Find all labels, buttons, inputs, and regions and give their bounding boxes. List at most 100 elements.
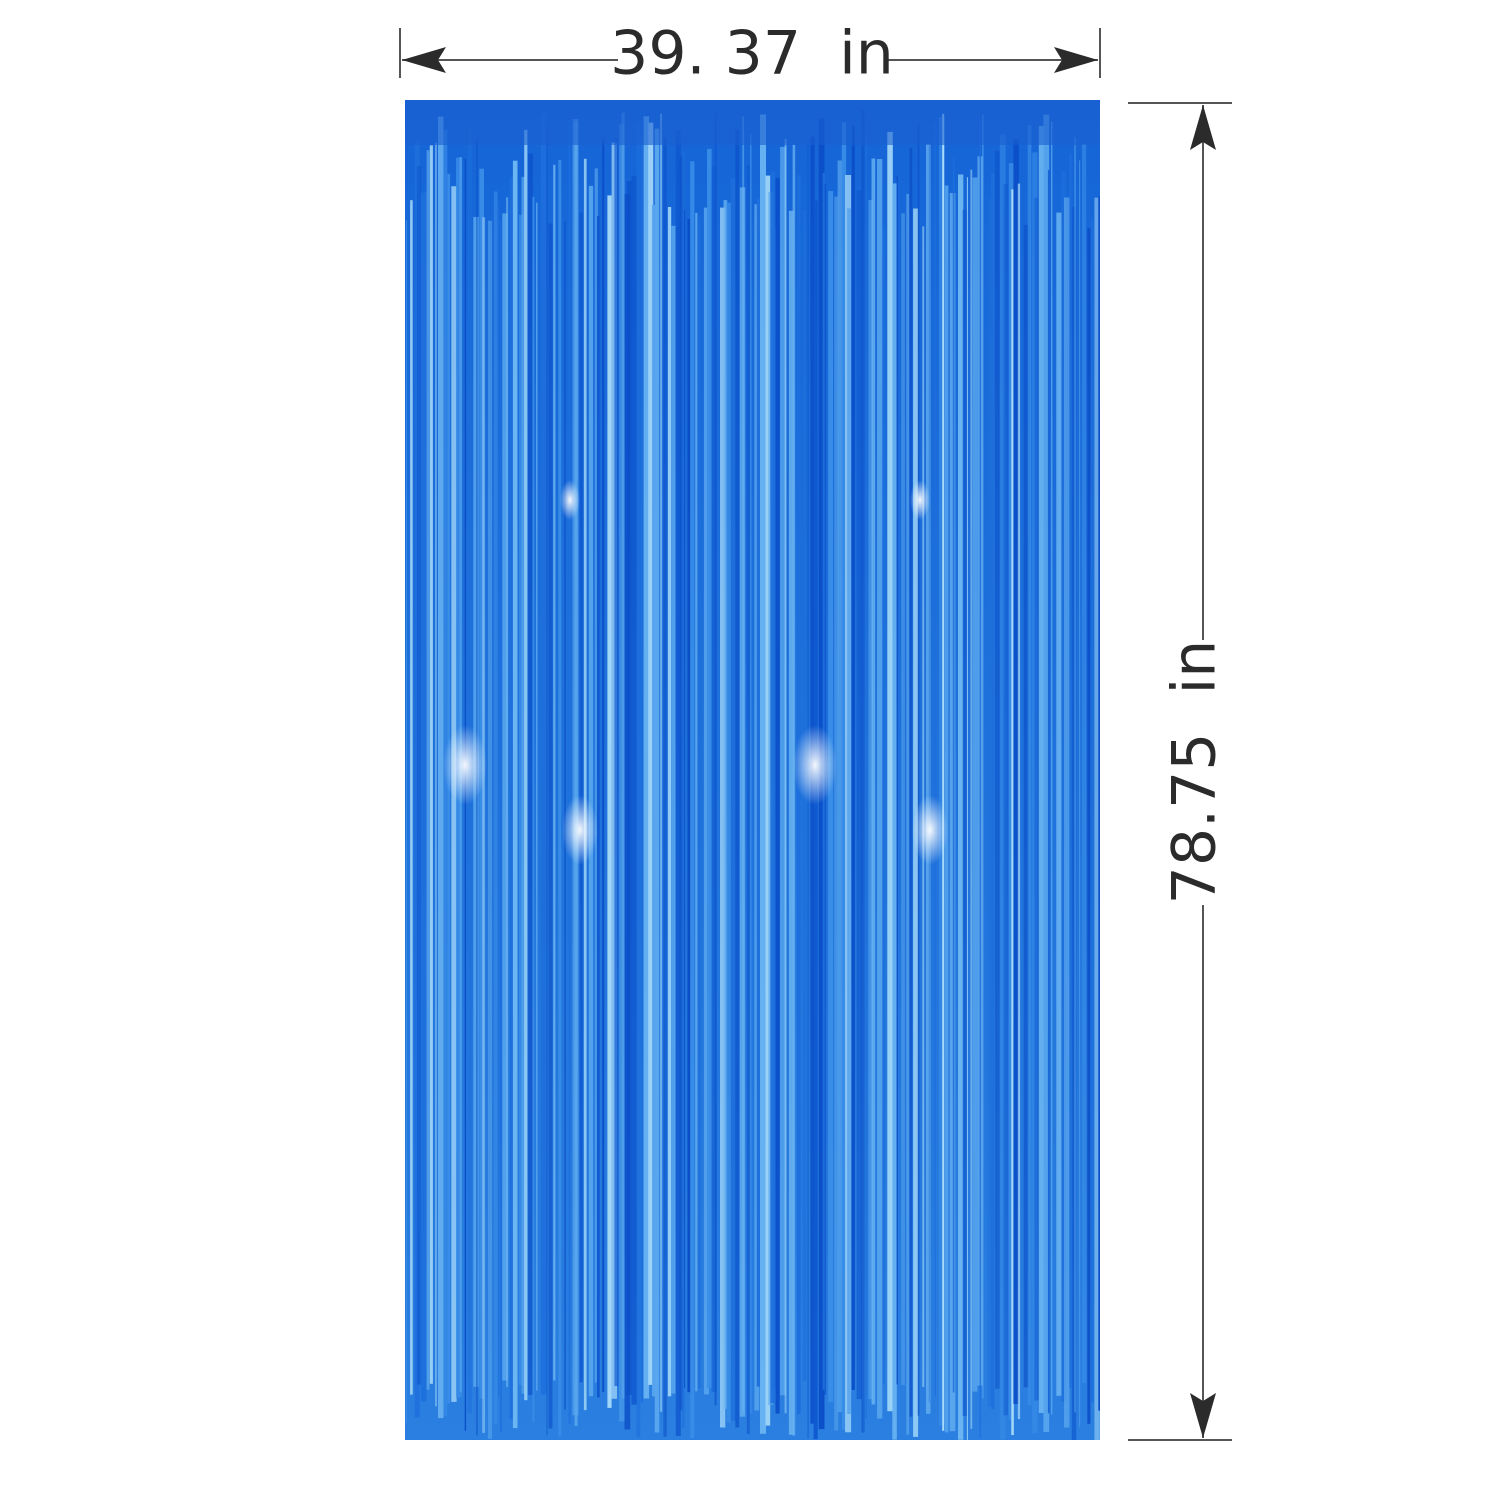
strand <box>1079 160 1081 1428</box>
strand <box>813 200 818 1440</box>
strand <box>703 207 709 1395</box>
strand <box>487 220 493 1439</box>
strand <box>594 168 598 1383</box>
strand <box>746 164 750 1434</box>
strand <box>1043 114 1050 1433</box>
strand <box>972 177 978 1392</box>
strand <box>1003 183 1008 1416</box>
strand <box>966 177 968 1440</box>
strand <box>765 175 771 1426</box>
strand <box>856 190 862 1400</box>
strand <box>583 158 587 1411</box>
strand <box>588 185 594 1397</box>
strand <box>756 198 761 1387</box>
strand <box>536 202 538 1391</box>
strand <box>892 183 897 1440</box>
strand <box>473 216 479 1387</box>
curtain-header <box>405 100 1100 145</box>
arrowhead <box>1190 105 1216 150</box>
strand <box>714 112 717 1406</box>
strand <box>909 147 913 1417</box>
sparkle <box>562 795 598 865</box>
strand <box>775 178 780 1414</box>
strand <box>926 144 931 1414</box>
width-label: 39. 37 in <box>610 19 894 89</box>
strand <box>690 161 695 1438</box>
strand <box>841 122 847 1430</box>
strand <box>524 129 528 1401</box>
strand <box>979 122 981 1439</box>
strand <box>707 148 712 1389</box>
strand <box>640 136 643 1403</box>
strand <box>1051 121 1053 1415</box>
strand <box>512 160 518 1429</box>
strand <box>540 113 547 1395</box>
strand <box>663 137 667 1437</box>
strand <box>742 116 745 1412</box>
strand <box>429 145 433 1384</box>
strand <box>643 116 650 1399</box>
strand <box>1013 139 1019 1404</box>
height-label: 78.75 in <box>1160 640 1230 905</box>
strand <box>847 208 851 1414</box>
strand <box>1071 207 1077 1441</box>
strand <box>995 150 1000 1389</box>
strand <box>631 175 638 1405</box>
strand <box>498 202 500 1398</box>
strand <box>482 217 486 1433</box>
strand <box>574 121 578 1426</box>
strand <box>509 177 515 1420</box>
sparkle <box>912 795 948 865</box>
strand <box>681 151 685 1428</box>
strand <box>1047 170 1050 1414</box>
strand <box>657 141 659 1384</box>
strand <box>949 193 956 1432</box>
strand <box>1064 197 1070 1428</box>
strand <box>987 198 994 1407</box>
strand <box>942 113 945 1431</box>
strand <box>750 134 752 1414</box>
strand <box>720 207 726 1428</box>
strand <box>679 156 684 1411</box>
strand <box>1027 125 1032 1406</box>
strand <box>1061 171 1066 1402</box>
strand <box>687 219 691 1393</box>
strand <box>532 196 535 1423</box>
strand <box>568 119 571 1424</box>
strand <box>865 136 867 1419</box>
width-dimension: 39. 37 in <box>399 19 1101 89</box>
strand <box>896 176 898 1385</box>
strand <box>834 196 839 1431</box>
strand <box>726 202 731 1423</box>
arrowhead <box>1054 47 1098 73</box>
strand <box>877 159 883 1419</box>
strand <box>906 193 910 1435</box>
strand <box>558 160 562 1437</box>
strand <box>784 139 787 1414</box>
strand <box>1038 125 1045 1413</box>
strand <box>410 200 413 1395</box>
strand <box>502 213 508 1381</box>
strand <box>548 223 553 1429</box>
strand <box>952 158 955 1393</box>
strand <box>723 200 728 1409</box>
strand <box>675 130 681 1436</box>
strand <box>861 110 865 1433</box>
strand <box>528 153 533 1395</box>
strand <box>851 125 855 1391</box>
strand <box>671 225 676 1394</box>
strand <box>1094 197 1100 1441</box>
strand <box>636 122 641 1438</box>
strand <box>999 134 1006 1440</box>
strand <box>602 138 605 1393</box>
strand <box>607 195 612 1408</box>
strand <box>660 113 663 1412</box>
strand <box>698 215 701 1388</box>
strand <box>1082 143 1087 1384</box>
strand <box>493 191 498 1424</box>
sparkle <box>910 480 930 520</box>
strand <box>611 142 617 1399</box>
strand <box>416 166 422 1385</box>
strand <box>711 166 717 1393</box>
